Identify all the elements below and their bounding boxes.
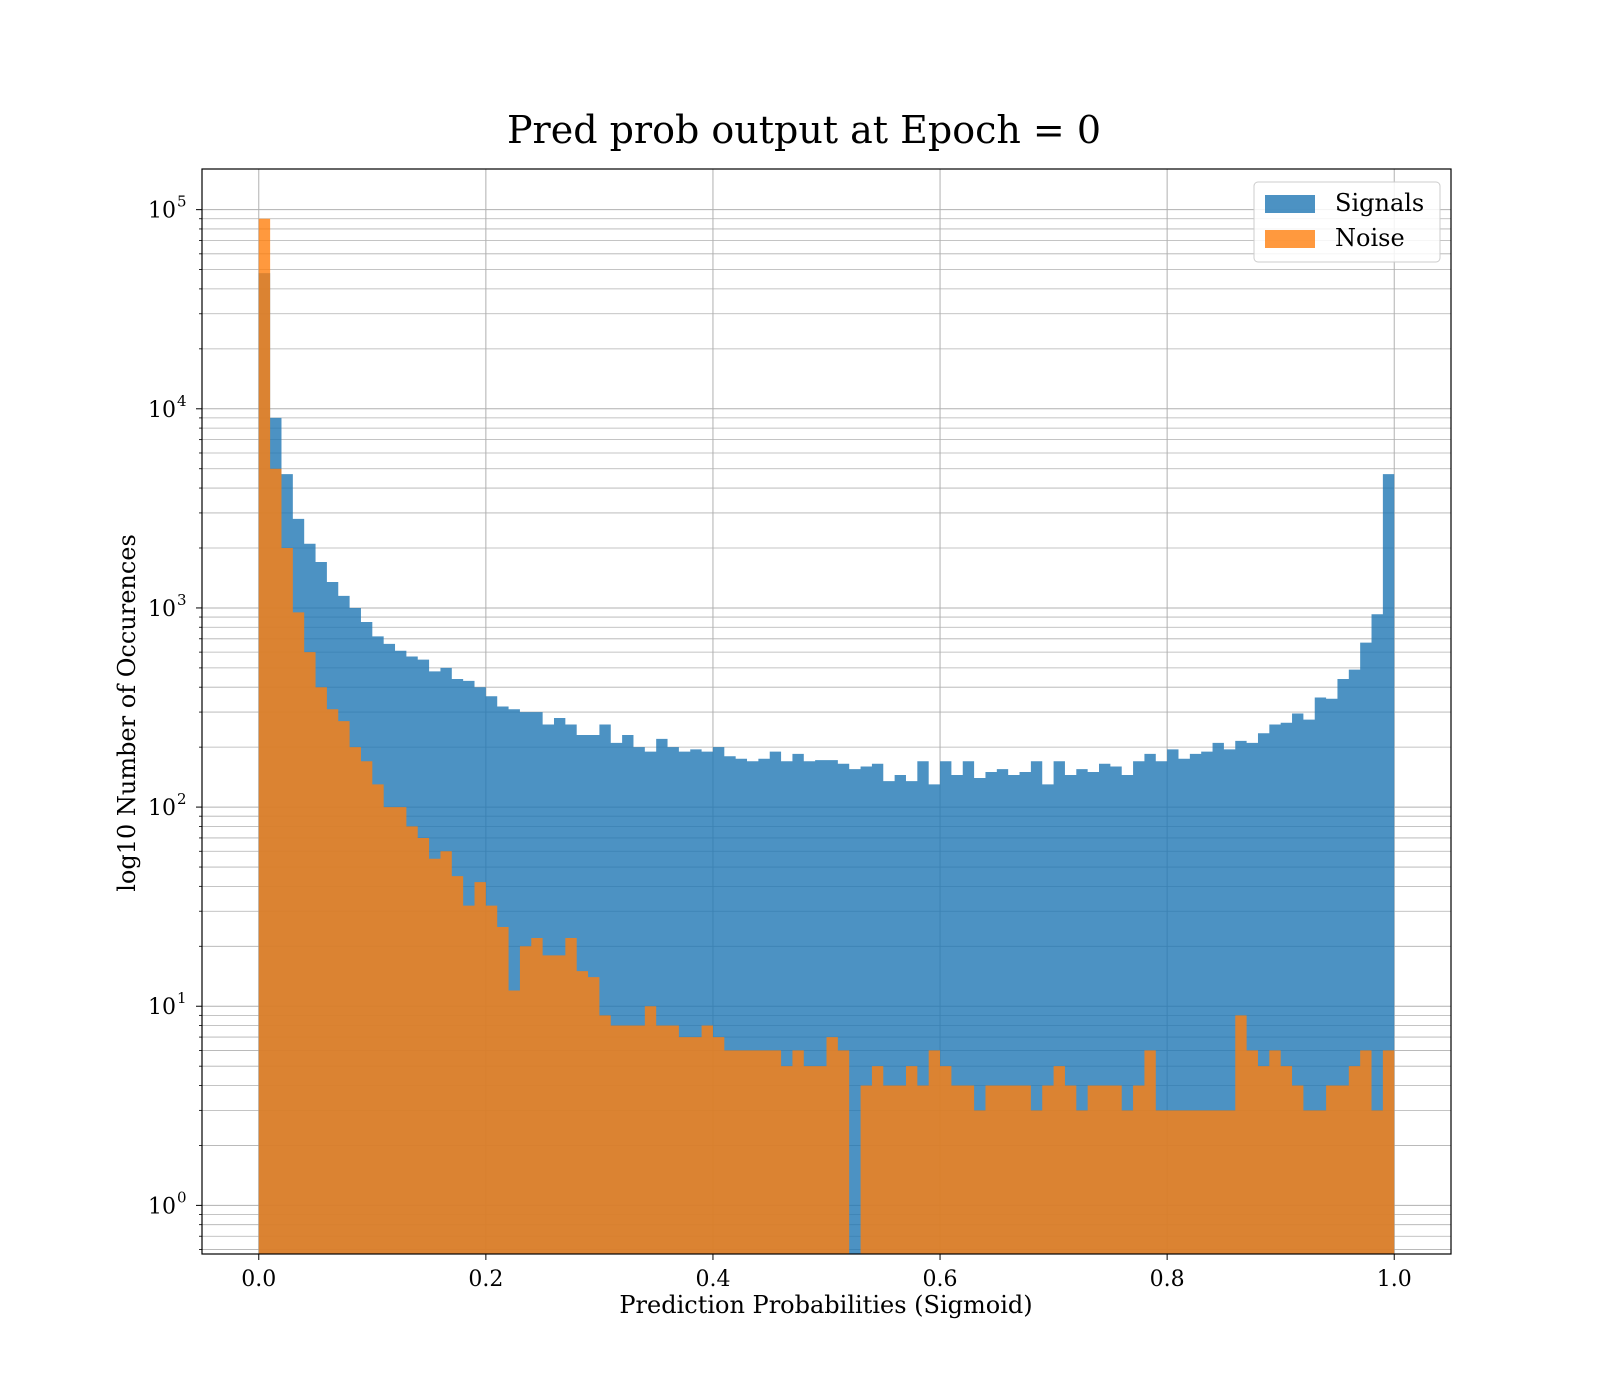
chart-title: Pred prob output at Epoch = 0 — [507, 108, 1101, 152]
x-tick-label: 1.0 — [1377, 1267, 1412, 1292]
legend: Signals Noise — [1253, 181, 1441, 263]
y-tick-label: 10 — [148, 1194, 176, 1219]
y-tick-label: 10 — [148, 597, 176, 622]
histogram-series-noise — [258, 218, 1395, 1255]
legend-label-signals: Signals — [1335, 189, 1424, 217]
y-tick-label: 10 — [148, 199, 176, 224]
y-tick-label: 10 — [148, 398, 176, 423]
x-axis-title: Prediction Probabilities (Sigmoid) — [619, 1291, 1032, 1319]
legend-swatch-noise — [1265, 230, 1315, 248]
x-tick-label: 0.6 — [923, 1267, 958, 1292]
y-tick-exponent: 4 — [177, 392, 187, 410]
legend-swatch-signals — [1265, 195, 1315, 213]
legend-label-noise: Noise — [1335, 224, 1405, 252]
x-tick-label: 0.4 — [695, 1267, 730, 1292]
x-tick-label: 0.0 — [241, 1267, 276, 1292]
y-tick-exponent: 1 — [177, 989, 187, 1007]
y-tick-exponent: 3 — [177, 591, 187, 609]
x-axis-ticks: 0.0 0.2 0.4 0.6 0.8 1.0 — [241, 1254, 1412, 1292]
y-tick-exponent: 0 — [177, 1188, 187, 1206]
x-tick-label: 0.2 — [468, 1267, 503, 1292]
y-tick-exponent: 2 — [177, 790, 187, 808]
y-tick-exponent: 5 — [177, 193, 187, 211]
plot-frame — [201, 168, 1452, 1255]
y-tick-label: 10 — [148, 796, 176, 821]
y-tick-label: 10 — [148, 995, 176, 1020]
histogram-bars — [258, 218, 1395, 1255]
x-tick-label: 0.8 — [1150, 1267, 1185, 1292]
y-axis-title: log10 Number of Occurences — [113, 534, 141, 892]
